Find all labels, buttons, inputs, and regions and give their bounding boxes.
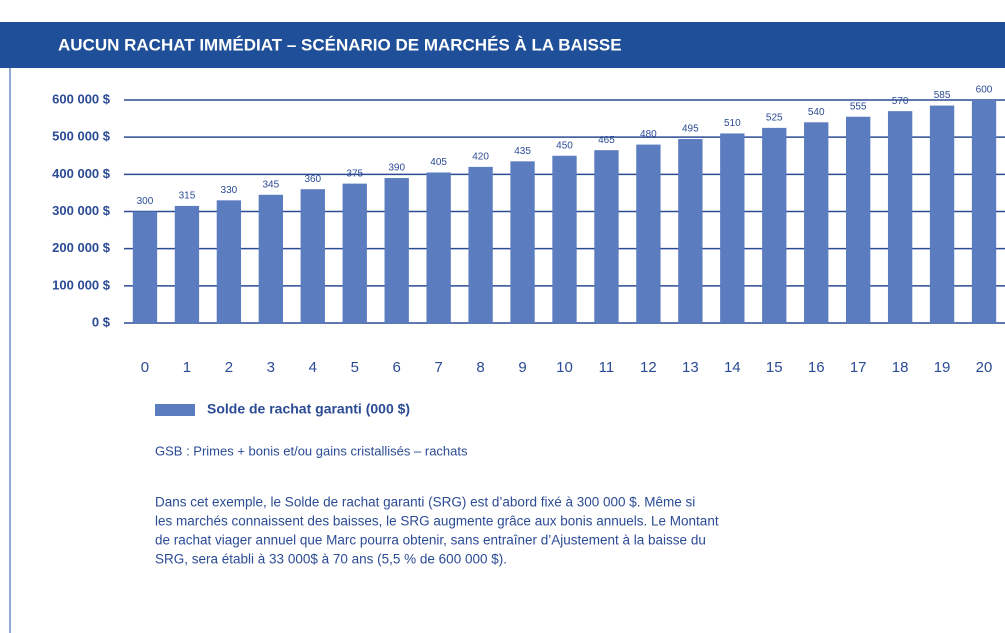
x-tick-label: 4 bbox=[309, 359, 317, 376]
value-label: 570 bbox=[892, 96, 909, 107]
bar bbox=[132, 211, 158, 323]
bar bbox=[720, 133, 745, 323]
x-tick-label: 11 bbox=[599, 359, 615, 376]
x-tick-label: 10 bbox=[556, 359, 573, 376]
x-tick-label: 12 bbox=[640, 359, 657, 376]
x-tick-label: 18 bbox=[892, 359, 909, 376]
value-label: 300 bbox=[137, 196, 154, 207]
bar bbox=[804, 122, 829, 323]
bar bbox=[300, 189, 325, 323]
bar bbox=[468, 166, 493, 323]
note: GSB : Primes + bonis et/ou gains cristal… bbox=[155, 443, 468, 458]
value-label: 525 bbox=[766, 113, 783, 124]
value-label: 540 bbox=[808, 107, 825, 118]
value-label: 360 bbox=[304, 174, 321, 185]
x-tick-label: 13 bbox=[682, 359, 699, 376]
x-tick-label: 9 bbox=[518, 359, 526, 376]
bar bbox=[971, 100, 997, 323]
header-band bbox=[0, 22, 1005, 68]
value-label: 465 bbox=[598, 135, 615, 146]
x-tick-label: 5 bbox=[351, 359, 359, 376]
x-tick-label: 20 bbox=[976, 359, 993, 376]
bar bbox=[887, 111, 913, 324]
y-tick-label: 100 000 $ bbox=[52, 277, 111, 292]
description-line: les marchés connaissent des baisses, le … bbox=[155, 514, 719, 529]
description-line: Dans cet exemple, le Solde de rachat gar… bbox=[155, 495, 695, 510]
value-label: 585 bbox=[934, 90, 951, 101]
x-tick-label: 14 bbox=[724, 359, 741, 376]
x-tick-label: 0 bbox=[141, 359, 149, 376]
chart-title: AUCUN RACHAT IMMÉDIAT – SCÉNARIO DE MARC… bbox=[58, 35, 622, 54]
y-tick-label: 500 000 $ bbox=[52, 129, 111, 144]
x-tick-label: 6 bbox=[393, 359, 401, 376]
legend-swatch bbox=[155, 404, 195, 416]
x-tick-label: 17 bbox=[850, 359, 867, 376]
bar bbox=[384, 178, 409, 323]
value-label: 330 bbox=[221, 185, 238, 196]
bar bbox=[762, 127, 787, 323]
bar bbox=[426, 172, 451, 323]
bar bbox=[552, 155, 577, 323]
value-label: 450 bbox=[556, 140, 573, 151]
value-label: 375 bbox=[346, 168, 363, 179]
legend-label: Solde de rachat garanti (000 $) bbox=[207, 401, 410, 417]
x-tick-label: 8 bbox=[476, 359, 484, 376]
value-label: 600 bbox=[976, 85, 993, 96]
value-label: 435 bbox=[514, 146, 531, 157]
x-tick-label: 15 bbox=[766, 359, 783, 376]
y-tick-label: 300 000 $ bbox=[52, 203, 111, 218]
bar bbox=[594, 150, 619, 323]
bar bbox=[342, 183, 367, 323]
value-label: 510 bbox=[724, 118, 741, 129]
bar bbox=[636, 144, 661, 323]
description-line: de rachat viager annuel que Marc pourra … bbox=[155, 533, 706, 548]
bar bbox=[678, 139, 703, 323]
value-label: 495 bbox=[682, 124, 699, 135]
y-tick-label: 0 $ bbox=[92, 314, 111, 329]
x-tick-label: 3 bbox=[267, 359, 275, 376]
bar bbox=[510, 161, 535, 323]
bar bbox=[216, 200, 242, 323]
description-line: SRG, sera établi à 33 000$ à 70 ans (5,5… bbox=[155, 552, 507, 567]
y-tick-label: 400 000 $ bbox=[52, 166, 111, 181]
x-tick-label: 19 bbox=[934, 359, 951, 376]
value-label: 315 bbox=[179, 191, 196, 202]
x-tick-label: 16 bbox=[808, 359, 825, 376]
bar bbox=[174, 205, 200, 323]
value-label: 555 bbox=[850, 101, 867, 112]
x-tick-label: 1 bbox=[183, 359, 191, 376]
y-tick-label: 600 000 $ bbox=[52, 91, 111, 106]
value-label: 420 bbox=[472, 152, 489, 163]
value-label: 345 bbox=[262, 179, 279, 190]
y-tick-label: 200 000 $ bbox=[52, 240, 111, 255]
bar bbox=[258, 194, 283, 323]
value-label: 390 bbox=[388, 163, 405, 174]
x-tick-label: 7 bbox=[434, 359, 442, 376]
value-label: 480 bbox=[640, 129, 657, 140]
x-tick-label: 2 bbox=[225, 359, 233, 376]
bar bbox=[929, 105, 955, 323]
bar bbox=[846, 116, 871, 323]
value-label: 405 bbox=[430, 157, 447, 168]
